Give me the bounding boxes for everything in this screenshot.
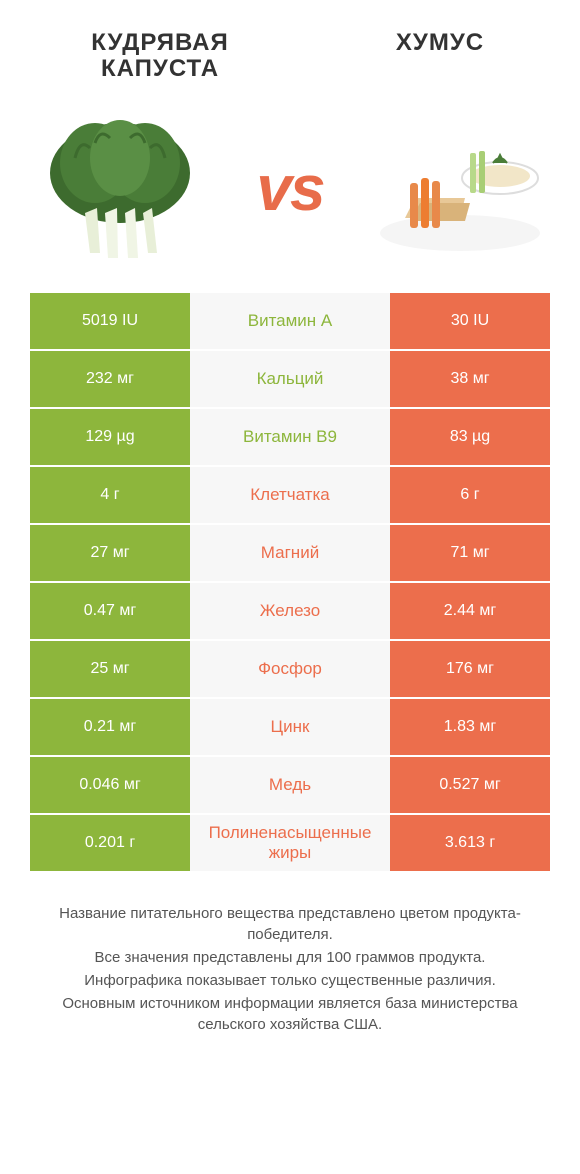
right-value: 30 IU bbox=[390, 293, 550, 349]
kale-image bbox=[30, 108, 210, 268]
vs-label: vs bbox=[256, 151, 323, 225]
nutrient-name: Медь bbox=[190, 757, 390, 813]
right-value: 0.527 мг bbox=[390, 757, 550, 813]
nutrient-name: Полиненасыщенные жиры bbox=[190, 815, 390, 871]
right-value: 38 мг bbox=[390, 351, 550, 407]
footnote-line: Инфографика показывает только существенн… bbox=[30, 970, 550, 991]
left-value: 5019 IU bbox=[30, 293, 190, 349]
images-row: vs bbox=[0, 93, 580, 293]
right-value: 83 µg bbox=[390, 409, 550, 465]
hummus-image bbox=[370, 108, 550, 268]
footnote-line: Все значения представлены для 100 граммо… bbox=[30, 947, 550, 968]
nutrient-name: Кальций bbox=[190, 351, 390, 407]
nutrient-name: Магний bbox=[190, 525, 390, 581]
table-row: 4 гКлетчатка6 г bbox=[30, 467, 550, 523]
table-row: 0.21 мгЦинк1.83 мг bbox=[30, 699, 550, 755]
left-value: 0.201 г bbox=[30, 815, 190, 871]
nutrient-name: Фосфор bbox=[190, 641, 390, 697]
footnotes: Название питательного вещества представл… bbox=[0, 873, 580, 1035]
left-value: 0.046 мг bbox=[30, 757, 190, 813]
table-row: 129 µgВитамин B983 µg bbox=[30, 409, 550, 465]
right-value: 2.44 мг bbox=[390, 583, 550, 639]
right-value: 3.613 г bbox=[390, 815, 550, 871]
nutrient-name: Витамин A bbox=[190, 293, 390, 349]
left-value: 0.21 мг bbox=[30, 699, 190, 755]
left-value: 25 мг bbox=[30, 641, 190, 697]
table-row: 0.47 мгЖелезо2.44 мг bbox=[30, 583, 550, 639]
left-value: 0.47 мг bbox=[30, 583, 190, 639]
left-value: 129 µg bbox=[30, 409, 190, 465]
nutrient-name: Цинк bbox=[190, 699, 390, 755]
nutrition-table: 5019 IUВитамин A30 IU232 мгКальций38 мг1… bbox=[0, 293, 580, 871]
table-row: 27 мгМагний71 мг bbox=[30, 525, 550, 581]
right-value: 176 мг bbox=[390, 641, 550, 697]
hummus-icon bbox=[375, 123, 545, 253]
table-row: 232 мгКальций38 мг bbox=[30, 351, 550, 407]
right-value: 6 г bbox=[390, 467, 550, 523]
kale-icon bbox=[35, 113, 205, 263]
nutrient-name: Витамин B9 bbox=[190, 409, 390, 465]
table-row: 0.046 мгМедь0.527 мг bbox=[30, 757, 550, 813]
footnote-line: Название питательного вещества представл… bbox=[30, 903, 550, 945]
right-value: 71 мг bbox=[390, 525, 550, 581]
table-row: 5019 IUВитамин A30 IU bbox=[30, 293, 550, 349]
right-value: 1.83 мг bbox=[390, 699, 550, 755]
table-row: 25 мгФосфор176 мг bbox=[30, 641, 550, 697]
left-value: 232 мг bbox=[30, 351, 190, 407]
nutrient-name: Клетчатка bbox=[190, 467, 390, 523]
left-value: 27 мг bbox=[30, 525, 190, 581]
footnote-line: Основным источником информации является … bbox=[30, 993, 550, 1035]
left-food-title: КУДРЯВАЯ КАПУСТА bbox=[40, 30, 280, 83]
table-row: 0.201 гПолиненасыщенные жиры3.613 г bbox=[30, 815, 550, 871]
left-value: 4 г bbox=[30, 467, 190, 523]
header: КУДРЯВАЯ КАПУСТА ХУМУС bbox=[0, 0, 580, 93]
nutrient-name: Железо bbox=[190, 583, 390, 639]
right-food-title: ХУМУС bbox=[340, 30, 540, 83]
